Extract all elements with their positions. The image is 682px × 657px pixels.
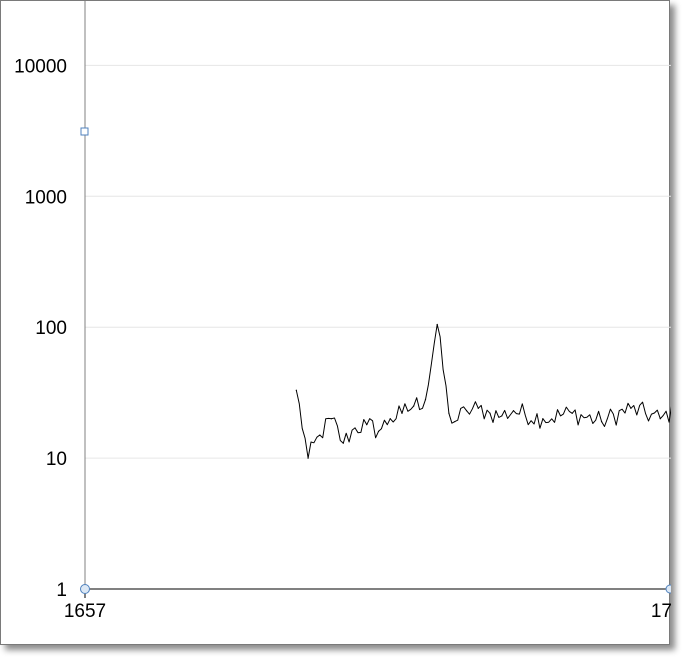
selection-handles[interactable] [80, 127, 672, 594]
data-point [477, 407, 479, 409]
data-point [600, 421, 603, 423]
data-point [389, 418, 391, 420]
data-point [413, 405, 415, 407]
data-point [448, 412, 450, 414]
data-point [512, 410, 515, 412]
series-layer [295, 323, 671, 459]
selection-handle-origin[interactable] [80, 584, 90, 594]
data-point [307, 457, 309, 459]
data-point [424, 398, 427, 401]
data-point [401, 412, 403, 414]
data-point [295, 389, 297, 391]
data-point [659, 418, 661, 420]
data-point [489, 412, 491, 414]
data-point [319, 434, 321, 436]
y-tick-label-1: 1 [56, 580, 67, 601]
data-point [630, 407, 632, 409]
y-tick-label-10: 10 [46, 449, 67, 470]
data-point [465, 410, 468, 412]
data-point [436, 323, 438, 326]
gridlines [85, 64, 671, 459]
axes [84, 1, 671, 598]
data-point [454, 421, 456, 423]
selection-handle-square[interactable] [80, 127, 89, 136]
x-tick-labels: 165717571857195720072057 [64, 601, 671, 622]
data-point [501, 415, 503, 417]
y-tick-label-1000: 1000 [25, 187, 67, 208]
data-point [542, 418, 544, 420]
data-point [366, 424, 368, 426]
data-point [354, 427, 356, 429]
x-tick-label-1757: 1757 [651, 601, 671, 622]
y-tick-labels: 1 10 100 1000 10000 [14, 56, 67, 601]
data-point [377, 430, 380, 432]
data-point [571, 412, 573, 414]
selection-handle-right[interactable] [665, 584, 671, 594]
data-point [342, 442, 344, 444]
x-tick-label-1657: 1657 [64, 601, 106, 622]
y-tick-label-10000: 10000 [14, 56, 67, 77]
data-point [330, 418, 333, 420]
y-tick-label-100: 100 [35, 318, 67, 339]
series-line-0 [295, 323, 671, 459]
